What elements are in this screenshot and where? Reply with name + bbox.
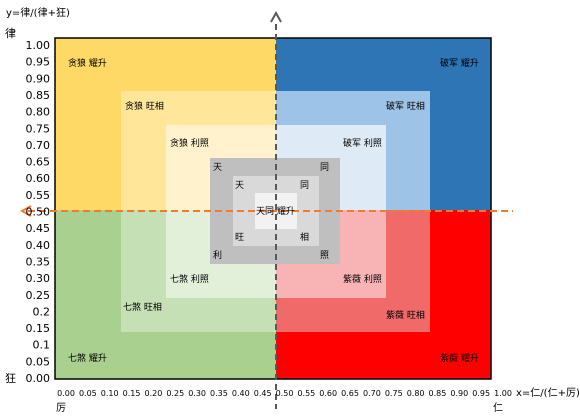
- x-tick-labels: 0.00 0.05 0.10 0.15 0.20 0.25 0.30 0.35 0.40 0.45…: [57, 389, 512, 398]
- y-tick-label: 0.35: [26, 255, 51, 268]
- label-pojun-wangxiang: 破军 旺相: [386, 100, 425, 112]
- label-pojun-lizhao: 破军 利照: [343, 137, 382, 149]
- label-qisha-wangxiang: 七煞 旺相: [123, 301, 162, 313]
- label-tanlang-yaosheng: 贪狼 耀升: [68, 57, 107, 69]
- x-tick-label: 0.15: [123, 389, 141, 398]
- vertical-arrow-head: [270, 10, 282, 23]
- x-tick-label: 1.00: [494, 389, 512, 398]
- x-tick-label: 0.20: [144, 389, 162, 398]
- label-tanlang-lizhao: 贪狼 利照: [170, 137, 209, 149]
- y-tick-label: 0.2: [33, 305, 51, 318]
- label-qisha-lizhao: 七煞 利照: [170, 273, 209, 285]
- x-tick-label: 0.75: [385, 389, 403, 398]
- x-tick-label: 0.35: [210, 389, 228, 398]
- x-tick-label: 0.50: [276, 389, 294, 398]
- label-qisha-yaosheng: 七煞 耀升: [68, 352, 107, 364]
- y-tick-label: 0.30: [26, 272, 51, 285]
- x-tick-label: 0.90: [450, 389, 468, 398]
- core-inner-top-right-char: 同: [300, 180, 309, 191]
- y-tick-label: 0.05: [26, 355, 51, 368]
- x-tick-label: 0.60: [319, 389, 337, 398]
- x-tick-label: 0.95: [472, 389, 490, 398]
- y-tick-label: 0.45: [26, 222, 51, 235]
- y-tick-label: 0.95: [26, 56, 51, 69]
- core-outer-bottom-left-char: 利: [213, 249, 222, 261]
- label-ziwei-yaosheng: 紫薇 耀升: [440, 352, 479, 364]
- core-inner-bottom-left-char: 旺: [235, 232, 244, 243]
- y-tick-label: 0.90: [26, 72, 51, 85]
- core-inner-top-left-char: 天: [235, 181, 244, 191]
- x-tick-label: 0.55: [297, 389, 315, 398]
- x-tick-label: 0.65: [341, 389, 359, 398]
- y-tick-label: 0.40: [26, 239, 51, 252]
- horizontal-arrow-head: [19, 205, 32, 217]
- y-tick-labels: 1.00 0.95 0.90 0.85 0.80 0.75 0.70 0.65 0.60 0.55…: [26, 39, 51, 385]
- x-tick-label: 0.40: [232, 389, 250, 398]
- y-tick-label: 0.60: [26, 172, 51, 185]
- core-outer-top-left-char: 天: [213, 163, 222, 173]
- label-tiantong-yaosheng: 天同 耀升: [256, 206, 295, 217]
- y-tick-label: 0.70: [26, 139, 51, 152]
- y-axis-top-label: 律: [5, 27, 16, 40]
- core-inner-bottom-right-char: 相: [300, 231, 309, 243]
- y-axis-title: y=律/(律+狂): [6, 6, 70, 19]
- x-tick-label: 0.25: [166, 389, 184, 398]
- x-tick-label: 0.80: [407, 389, 425, 398]
- x-tick-label: 0.70: [363, 389, 381, 398]
- y-tick-label: 0.50: [26, 206, 51, 219]
- y-tick-label: 0.75: [26, 122, 51, 135]
- y-tick-label: 0.85: [26, 89, 51, 102]
- chart-border: [54, 37, 492, 380]
- x-axis-left-label: 厉: [56, 402, 66, 414]
- y-tick-label: 0.1: [33, 339, 51, 352]
- x-tick-label: 0.05: [79, 389, 97, 398]
- x-axis-title: x=仁/(仁+厉): [516, 387, 580, 399]
- y-tick-label: 0.15: [26, 322, 51, 335]
- y-tick-label: 1.00: [26, 39, 51, 52]
- core-outer-bottom-right-char: 照: [320, 250, 329, 261]
- y-axis-bottom-label: 狂: [5, 372, 16, 385]
- label-tanlang-wangxiang: 贪狼 旺相: [125, 100, 164, 112]
- x-tick-label: 0.30: [188, 389, 206, 398]
- label-ziwei-lizhao: 紫薇 利照: [343, 273, 382, 285]
- x-axis-right-label: 仁: [493, 402, 503, 414]
- x-tick-label: 0.85: [429, 389, 447, 398]
- core-outer-top-right-char: 同: [320, 162, 329, 173]
- label-ziwei-wangxiang: 紫薇 旺相: [386, 309, 425, 321]
- x-tick-label: 0.00: [57, 389, 75, 398]
- y-tick-label: 0.80: [26, 106, 51, 119]
- y-tick-label: 0.00: [26, 372, 51, 385]
- x-tick-label: 0.45: [254, 389, 272, 398]
- x-tick-label: 0.10: [101, 389, 119, 398]
- y-tick-label: 0.65: [26, 156, 51, 169]
- label-pojun-yaosheng: 破军 耀升: [440, 57, 479, 69]
- y-tick-label: 0.25: [26, 289, 51, 302]
- y-tick-label: 0.55: [26, 189, 51, 202]
